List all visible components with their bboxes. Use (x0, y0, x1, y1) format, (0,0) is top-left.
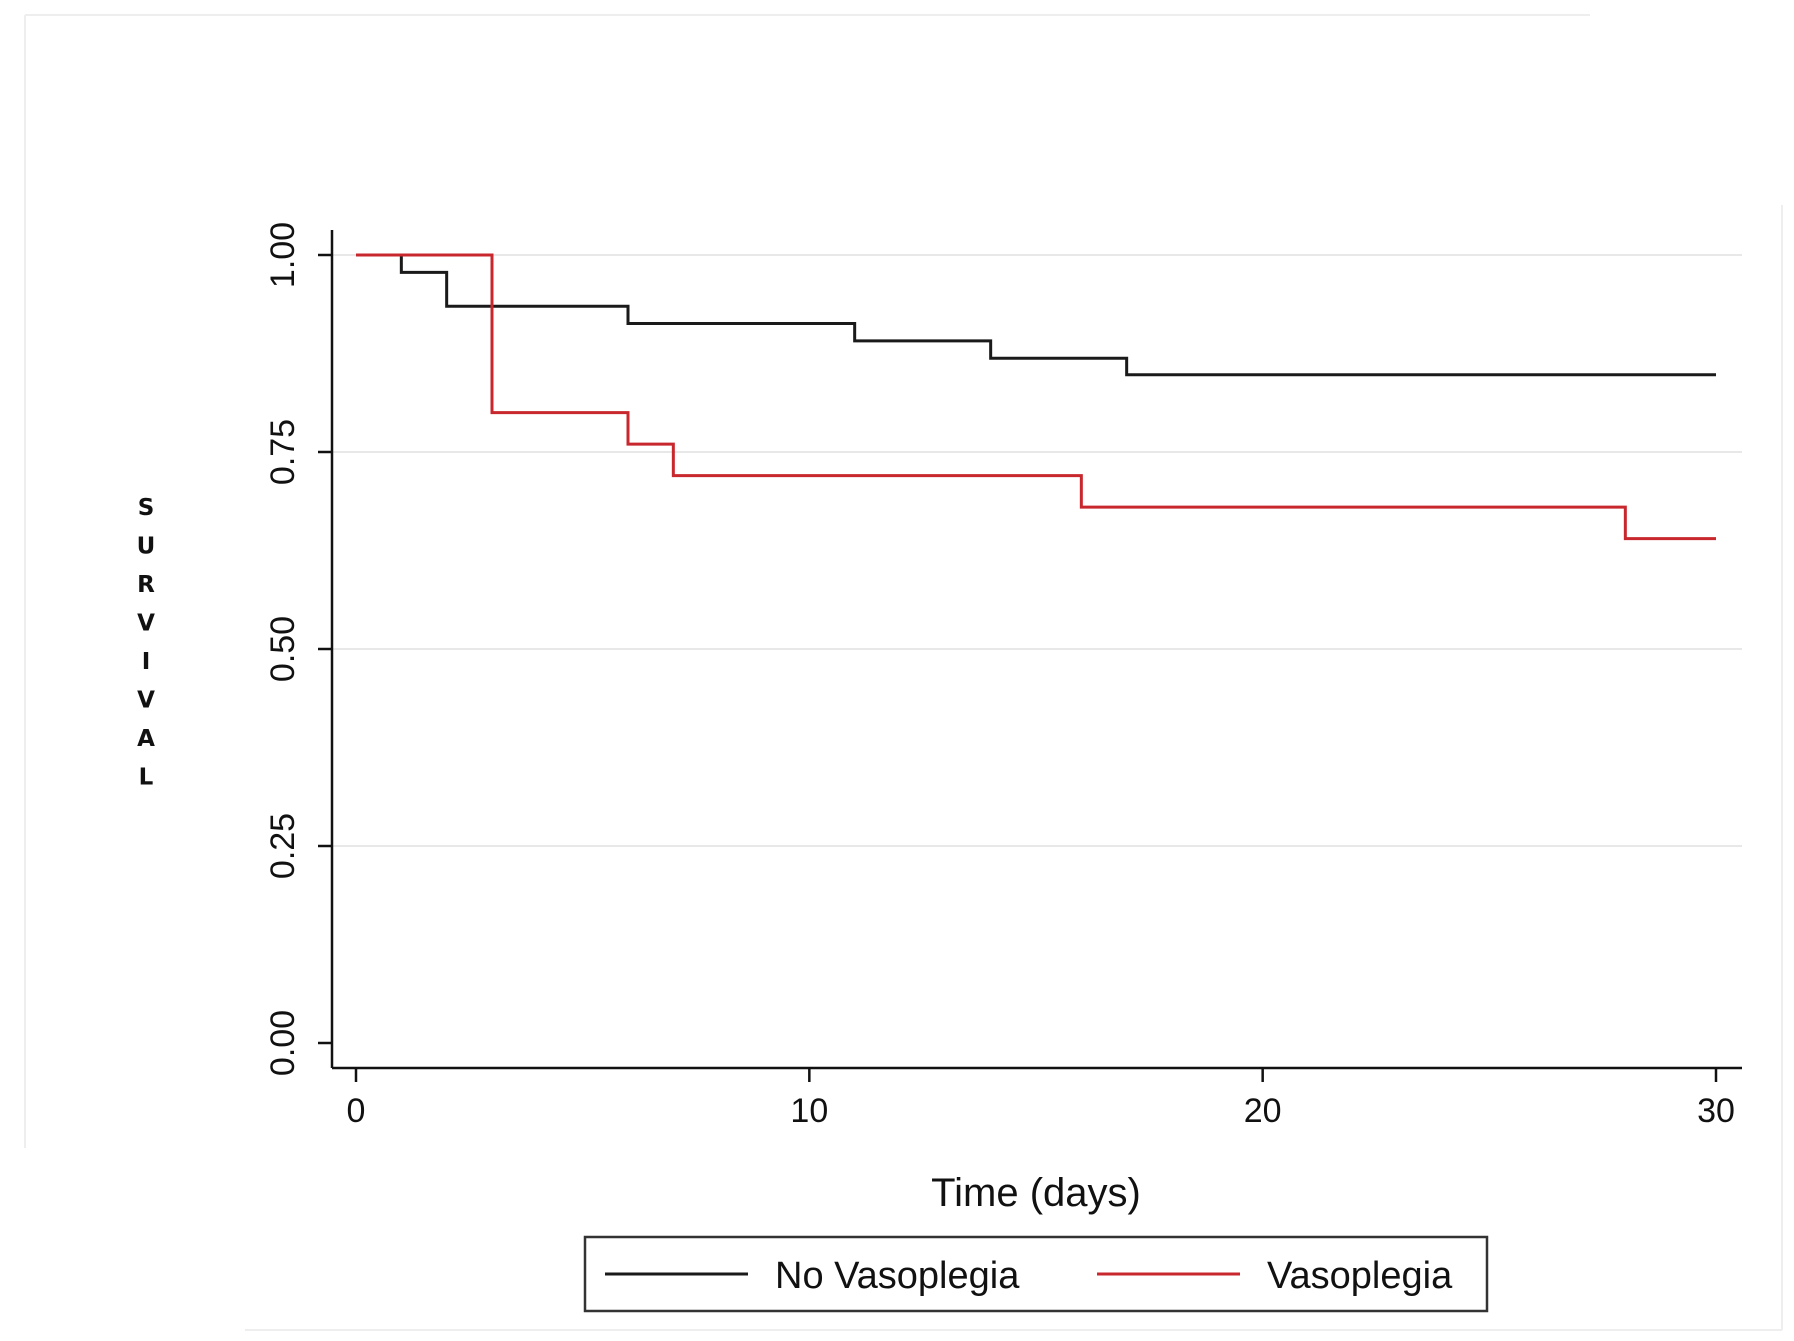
y-axis-title-letter-5: V (137, 688, 155, 714)
y-tick-label-4: 1.00 (264, 222, 302, 288)
x-tick-label-1: 10 (790, 1092, 828, 1130)
figure-frame (24, 14, 1783, 1331)
series-line-vasoplegia (356, 253, 1716, 541)
legend-label-no-vasoplegia: No Vasoplegia (775, 1255, 1020, 1297)
x-tick-label-0: 0 (347, 1092, 366, 1130)
y-tick-label-0: 0.00 (264, 1010, 302, 1076)
series-lines (356, 253, 1716, 541)
x-ticks: 0 10 20 30 (347, 1068, 1735, 1130)
y-axis-title-letter-2: R (137, 572, 155, 598)
y-tick-label-1: 0.25 (264, 813, 302, 879)
legend: No Vasoplegia Vasoplegia (583, 1235, 1489, 1313)
x-tick-label-3: 30 (1697, 1092, 1735, 1130)
y-axis-title-letter-0: S (138, 495, 155, 521)
x-axis-title: Time (days) (931, 1171, 1141, 1215)
legend-label-vasoplegia: Vasoplegia (1267, 1255, 1453, 1297)
x-tick-label-2: 20 (1244, 1092, 1282, 1130)
y-tick-label-3: 0.75 (264, 419, 302, 485)
series-line-no-vasoplegia (356, 253, 1716, 377)
y-axis-title-letter-1: U (137, 534, 156, 560)
y-axis-title-letter-6: A (137, 726, 155, 752)
gridlines (332, 254, 1742, 847)
y-axis-title-letter-4: I (142, 649, 151, 675)
y-axis-title-letter-3: V (137, 611, 155, 637)
y-axis-title-letter-7: L (139, 765, 154, 791)
y-ticks: 0.00 0.25 0.50 0.75 1.00 (264, 222, 332, 1076)
y-tick-label-2: 0.50 (264, 616, 302, 682)
